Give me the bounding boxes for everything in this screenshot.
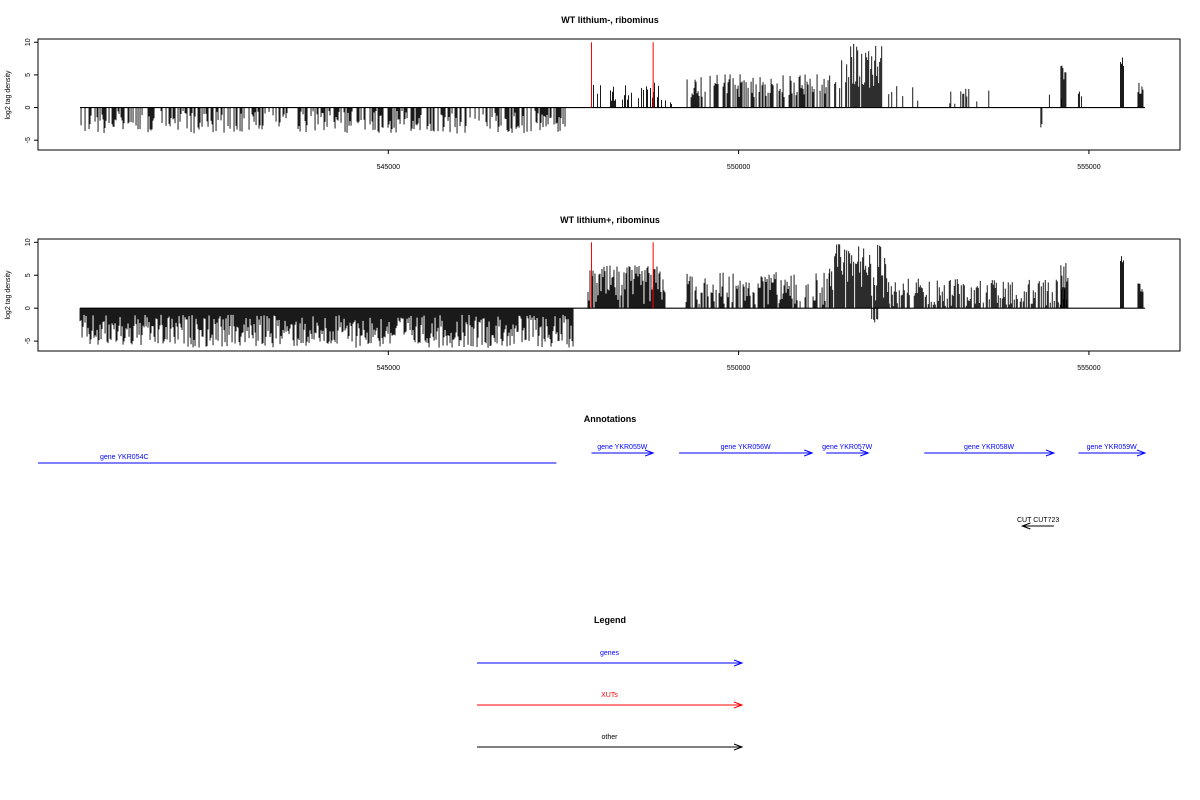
feature-label: CUT CUT723	[1017, 517, 1059, 524]
feature-label: gene YKR058W	[964, 444, 1014, 451]
y-tick-label: -5	[25, 338, 32, 344]
y-axis: -5 0 5 10	[25, 38, 38, 143]
feature-label: gene YKR055W	[597, 444, 647, 451]
density-bars	[79, 242, 1145, 348]
feature-label: gene YKR056W	[721, 444, 771, 451]
arrowhead-left	[1020, 522, 1031, 530]
legend-item: XUTs	[477, 692, 744, 709]
arrowhead-right	[733, 701, 744, 709]
legend-title: Legend	[594, 615, 626, 625]
y-tick-label: 0	[25, 306, 32, 310]
annotation-features: gene YKR054C gene YKR055W gene YKR056W gene…	[38, 444, 1147, 530]
arrowhead-right	[644, 449, 655, 457]
arrowhead-right	[1045, 449, 1056, 457]
x-axis: 545000 550000 555000	[377, 150, 1101, 171]
y-tick-label: 10	[25, 238, 32, 246]
arrowhead-right	[733, 743, 744, 751]
annotation-feature: CUT CUT723	[1017, 517, 1059, 530]
panel-title: WT lithium-, ribominus	[561, 15, 659, 25]
legend-label: genes	[600, 650, 620, 657]
annotation-feature: gene YKR059W	[1078, 444, 1147, 457]
annotation-feature: gene YKR054C	[38, 454, 557, 464]
legend: Legend genes XUTs other	[477, 615, 744, 751]
y-tick-label: 5	[25, 273, 32, 277]
feature-label: gene YKR054C	[100, 454, 149, 461]
legend-item: genes	[477, 650, 744, 667]
plot-frame	[37, 238, 1181, 352]
panel-title: WT lithium+, ribominus	[560, 215, 660, 225]
annotation-feature: gene YKR055W	[591, 444, 655, 457]
x-tick-label: 550000	[727, 365, 750, 372]
density-panel-lithium-plus: WT lithium+, ribominus -5 0 5 10 545000 5500…	[5, 215, 1181, 372]
y-tick-label: 0	[25, 106, 32, 110]
y-axis: -5 0 5 10	[25, 238, 38, 344]
y-tick-label: 10	[25, 38, 32, 46]
arrowhead-right	[733, 659, 744, 667]
annotation-feature: gene YKR056W	[679, 444, 814, 457]
feature-label: gene YKR057W	[822, 444, 872, 451]
density-panel-lithium-minus: WT lithium-, ribominus -5 0 5 10 545000 5500…	[5, 15, 1181, 171]
x-tick-label: 550000	[727, 164, 750, 171]
arrowhead-right	[1136, 449, 1147, 457]
feature-label: gene YKR059W	[1087, 444, 1137, 451]
y-axis-label: log2 tag density	[5, 270, 12, 320]
y-axis-label: log2 tag density	[5, 70, 12, 120]
y-tick-label: -5	[25, 137, 32, 143]
annotations-title: Annotations	[584, 414, 637, 424]
x-axis: 545000 550000 555000	[377, 351, 1101, 372]
x-tick-label: 545000	[377, 164, 400, 171]
density-bars	[80, 42, 1145, 134]
annotation-feature: gene YKR058W	[924, 444, 1056, 457]
plot-frame	[37, 38, 1181, 151]
legend-item: other	[477, 734, 744, 751]
arrowhead-right	[860, 449, 870, 457]
arrowhead-right	[804, 449, 814, 457]
x-tick-label: 555000	[1077, 365, 1100, 372]
legend-label: XUTs	[601, 692, 618, 699]
x-tick-label: 555000	[1077, 164, 1100, 171]
annotation-feature: gene YKR057W	[822, 444, 873, 457]
legend-label: other	[602, 734, 619, 741]
legend-items: genes XUTs other	[477, 650, 744, 751]
x-tick-label: 545000	[377, 365, 400, 372]
y-tick-label: 5	[25, 73, 32, 77]
